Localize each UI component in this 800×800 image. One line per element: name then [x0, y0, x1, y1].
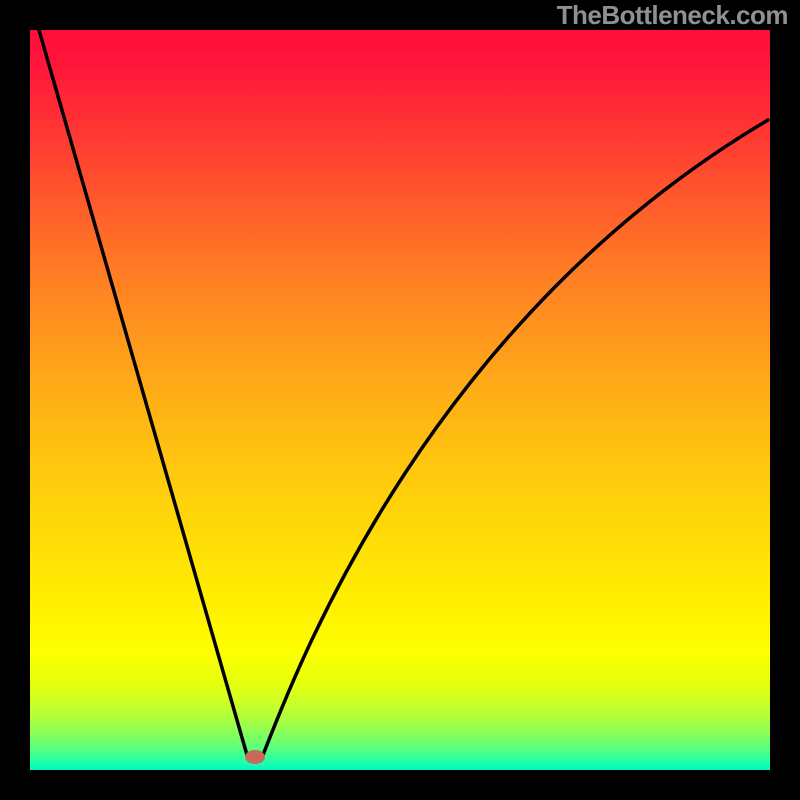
watermark-label: TheBottleneck.com: [557, 0, 788, 31]
optimal-marker: [245, 750, 265, 764]
bottleneck-chart: TheBottleneck.com: [0, 0, 800, 800]
chart-svg: [0, 0, 800, 800]
plot-area: [30, 30, 770, 770]
